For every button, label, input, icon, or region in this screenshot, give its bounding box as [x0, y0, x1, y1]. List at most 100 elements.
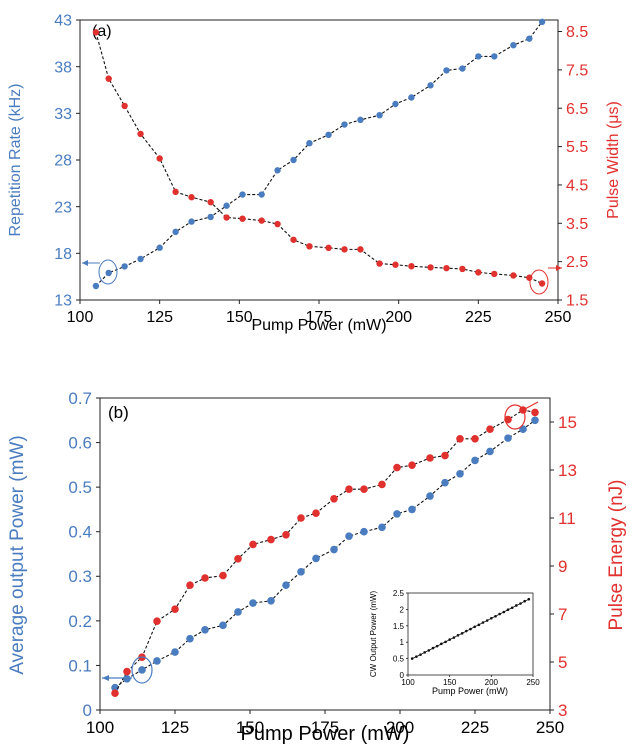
- panel-b-series-right-point: [111, 689, 119, 697]
- panel-b-series-right-point: [360, 485, 368, 494]
- panel-a-series-left-point: [239, 191, 246, 198]
- inset-series-point: [515, 604, 518, 607]
- panel-b-series-left-point: [330, 545, 338, 554]
- panel-b-x-tick-label: 150: [236, 718, 264, 737]
- panel-b-series-left-point: [312, 554, 320, 563]
- panel-a-series-right-point: [341, 246, 348, 253]
- panel-a-frame: [79, 19, 559, 301]
- panel-a-series-left-point: [156, 244, 163, 251]
- panel-a-series-left-point: [306, 140, 313, 147]
- panel-a-series-left-point: [188, 218, 195, 225]
- panel-b-series-right-point: [441, 451, 449, 460]
- panel-b-series-left-point: [234, 608, 242, 616]
- panel-a-series-left-point: [274, 167, 281, 174]
- panel-a-series-right-point: [239, 215, 246, 222]
- panel-a-y-right-tick-label: 7.5: [566, 62, 588, 79]
- panel-b-series-left-point: [504, 434, 512, 442]
- panel-a-series-right-point: [121, 102, 128, 110]
- panel-a-series-right-point: [325, 244, 332, 252]
- panel-a-y-left-tick-label: 38: [54, 59, 72, 76]
- panel-b-series-right-point: [282, 531, 290, 539]
- panel-b-series-left-point: [486, 447, 494, 456]
- panel-b-series-right-point: [456, 435, 464, 443]
- panel-b-series-right-point: [408, 461, 416, 470]
- inset-series-point: [506, 608, 510, 612]
- inset-series-point: [444, 640, 447, 644]
- panel-a-series-right-point: [443, 264, 450, 272]
- inset-series-point: [490, 616, 493, 620]
- panel-b-red-circle: [504, 404, 526, 430]
- panel-a-right-arrowhead: [556, 265, 562, 271]
- panel-a-series-left-point: [290, 156, 297, 164]
- inset-series-point: [498, 612, 501, 616]
- panel-a-series-right-point: [188, 194, 195, 201]
- panel-b-series-right-point: [249, 540, 257, 549]
- inset-series-point: [415, 655, 418, 658]
- panel-b-series-right-point: [393, 463, 401, 472]
- panel-b-series-left-point: [138, 666, 146, 674]
- panel-b-label: (b): [108, 403, 129, 422]
- panel-b-x-tick-label: 250: [536, 718, 564, 737]
- inset-y-axis-title: CW Output Power (mW): [369, 591, 378, 678]
- panel-b-y-right-title: Pulse Energy (nJ): [606, 479, 627, 630]
- panel-a-series-right-point: [427, 264, 434, 271]
- panel-a-left-arrowhead: [82, 260, 88, 266]
- panel-b-series-left-point: [360, 527, 368, 536]
- panel-a-y-right-tick-label: 2.5: [566, 254, 588, 271]
- panel-a-series-right-point: [290, 236, 297, 243]
- inset-series-point: [440, 642, 443, 646]
- panel-a-x-axis-title: Pump Power (mW): [251, 317, 386, 334]
- panel-b-series-right-point: [219, 571, 227, 580]
- panel-a-series-left-point: [459, 65, 466, 72]
- panel-b-x-tick-label: 175: [311, 718, 339, 737]
- panel-a: (a) Pump Power (mW) Repetition Rate (kHz…: [7, 13, 622, 334]
- panel-b-y-left-tick-label: 0.7: [68, 389, 92, 408]
- panel-b-x-axis-title: Pump Power (mW): [241, 723, 410, 745]
- panel-a-series-left-point: [538, 18, 546, 26]
- panel-b-series-left-point: [426, 492, 434, 500]
- panel-a-y-right-tick-label: 3.5: [566, 216, 588, 233]
- inset-series-point: [419, 653, 422, 656]
- panel-a-series-right-point: [92, 29, 100, 36]
- panel-b-series-right-point: [297, 514, 305, 522]
- panel-a-x-tick-label: 125: [146, 309, 173, 326]
- panel-b-x-tick-label: 225: [461, 718, 489, 737]
- panel-a-series-right-point: [223, 214, 230, 221]
- panel-a-x-tick-label: 150: [226, 309, 253, 326]
- panel-b-series-left-point: [408, 505, 416, 514]
- inset-y-tick-label: 2: [400, 605, 405, 614]
- panel-b-y-right-tick-label: 3: [558, 701, 567, 720]
- panel-a-series-left-point: [137, 255, 144, 263]
- panel-a-series-left-point: [491, 53, 498, 60]
- panel-a-y-left-tick-label: 23: [54, 199, 72, 216]
- inset-series-point: [477, 623, 481, 627]
- panel-b-series-right-point: [234, 555, 242, 563]
- panel-b-y-left-tick-label: 0.1: [68, 656, 92, 675]
- inset-series-point: [452, 636, 456, 639]
- inset-x-tick-label: 250: [526, 678, 540, 687]
- panel-a-series-left-point: [376, 112, 383, 119]
- panel-b-y-right-tick-label: 9: [558, 557, 567, 576]
- inset-y-tick-label: 1.5: [393, 622, 405, 631]
- panel-a-series-left-point: [510, 42, 517, 49]
- panel-a-series-left-point: [325, 131, 332, 138]
- inset-x-tick-label: 100: [401, 678, 415, 687]
- panel-b-y-right-tick-label: 11: [558, 509, 576, 528]
- panel-b-y-right-tick-label: 5: [558, 653, 567, 672]
- panel-b-blue-circle: [131, 656, 153, 684]
- panel-b-y-left-title: Average output Power (mW): [7, 435, 28, 674]
- panel-a-series-right-point: [392, 261, 399, 268]
- panel-a-y-left-tick-label: 33: [54, 106, 72, 123]
- panel-b-series-left-point: [345, 532, 353, 540]
- panel-b-series-left-point: [153, 657, 161, 665]
- panel-a-series-left-point: [92, 282, 100, 290]
- panel-b-series-left-point: [186, 634, 194, 643]
- panel-a-y-left-tick-label: 28: [54, 153, 72, 170]
- inset-series-point: [469, 627, 472, 631]
- inset-y-tick-label: 0.5: [393, 655, 405, 664]
- inset-series-point: [410, 657, 414, 660]
- panel-a-series-right-point: [137, 130, 144, 138]
- panel-b-series-left-point: [393, 510, 401, 518]
- panel-b-series-left-point: [456, 469, 464, 478]
